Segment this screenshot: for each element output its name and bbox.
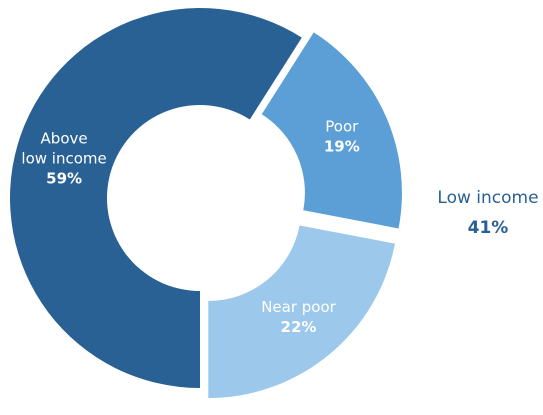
slice-value-label: 59% [46, 170, 82, 188]
low-income-annotation: Low income 41% [437, 188, 538, 238]
low-income-label: Low income [437, 188, 538, 208]
slice-above-low-income [9, 8, 302, 389]
slice-near-poor [208, 225, 395, 399]
slice-poor [261, 32, 402, 229]
slice-label: Poor [325, 118, 359, 136]
slice-value-label: 22% [281, 318, 317, 336]
low-income-value: 41% [468, 218, 509, 238]
slices-layer [9, 8, 402, 399]
labels-layer: Above low income 59% Poor 19% Near poor 22% [21, 118, 359, 336]
slice-value-label: 19% [324, 138, 360, 156]
slice-label: low income [21, 150, 106, 168]
slice-label: Above [41, 130, 88, 148]
slice-label: Near poor [261, 298, 336, 316]
